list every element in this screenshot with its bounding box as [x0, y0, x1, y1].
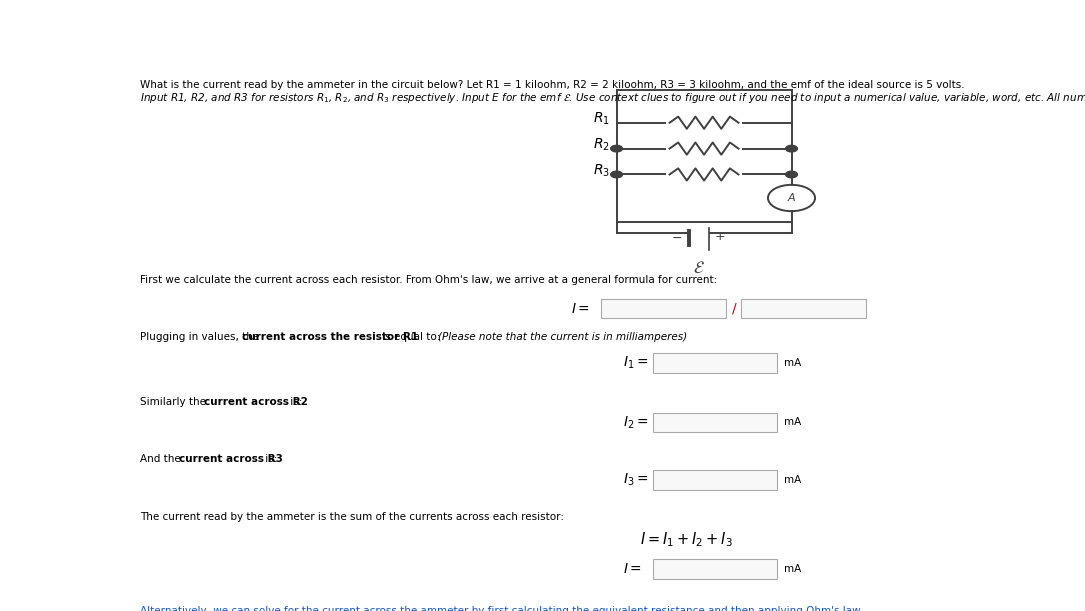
- Text: $I = I_1 + I_2 + I_3$: $I = I_1 + I_2 + I_3$: [640, 530, 732, 549]
- Circle shape: [611, 171, 623, 178]
- Text: current across R2: current across R2: [204, 397, 308, 406]
- Circle shape: [786, 145, 797, 152]
- Text: Similarly the: Similarly the: [140, 397, 209, 406]
- Text: The current read by the ammeter is the sum of the currents across each resistor:: The current read by the ammeter is the s…: [140, 512, 564, 522]
- Text: mA: mA: [784, 357, 801, 368]
- Text: $I_2 =$: $I_2 =$: [623, 414, 649, 431]
- Text: A: A: [788, 193, 795, 203]
- FancyBboxPatch shape: [653, 353, 777, 373]
- Circle shape: [611, 145, 623, 152]
- FancyBboxPatch shape: [653, 559, 777, 579]
- Text: current across the resistor R1: current across the resistor R1: [242, 332, 419, 342]
- Text: $-$: $-$: [671, 230, 682, 244]
- Text: $I_1 =$: $I_1 =$: [623, 354, 649, 371]
- FancyBboxPatch shape: [741, 299, 866, 318]
- Text: $/$: $/$: [731, 301, 738, 316]
- Circle shape: [786, 171, 797, 178]
- Text: $I =$: $I =$: [623, 562, 642, 576]
- Text: current across R3: current across R3: [179, 455, 282, 464]
- FancyBboxPatch shape: [601, 299, 726, 318]
- Text: $\mathcal{E}$: $\mathcal{E}$: [693, 259, 705, 277]
- Text: $R_2$: $R_2$: [593, 137, 610, 153]
- Text: mA: mA: [784, 564, 801, 574]
- Text: (Please note that the current is in milliamperes): (Please note that the current is in mill…: [438, 332, 688, 342]
- Text: $I_3 =$: $I_3 =$: [623, 472, 649, 488]
- Text: Input R1, R2, and R3 for resistors $R_1$, $R_2$, and $R_3$ respectively. Input E: Input R1, R2, and R3 for resistors $R_1$…: [140, 91, 1085, 105]
- Text: What is the current read by the ammeter in the circuit below? Let R1 = 1 kiloohm: What is the current read by the ammeter …: [140, 81, 965, 90]
- Text: $+$: $+$: [714, 230, 726, 243]
- Text: First we calculate the current across each resistor. From Ohm's law, we arrive a: First we calculate the current across ea…: [140, 275, 717, 285]
- Text: is:: is:: [286, 397, 303, 406]
- Text: And the: And the: [140, 455, 183, 464]
- Text: mA: mA: [784, 417, 801, 428]
- Text: $R_1$: $R_1$: [593, 111, 610, 127]
- Text: $I =$: $I =$: [571, 302, 590, 315]
- Text: Alternatively, we can solve for the current across the ammeter by first calculat: Alternatively, we can solve for the curr…: [140, 606, 863, 611]
- FancyBboxPatch shape: [653, 412, 777, 433]
- Text: is:: is:: [261, 455, 277, 464]
- Text: $R_3$: $R_3$: [592, 163, 610, 179]
- FancyBboxPatch shape: [653, 470, 777, 490]
- Text: Plugging in values, the: Plugging in values, the: [140, 332, 263, 342]
- Text: mA: mA: [784, 475, 801, 485]
- Text: is equal to:: is equal to:: [380, 332, 444, 342]
